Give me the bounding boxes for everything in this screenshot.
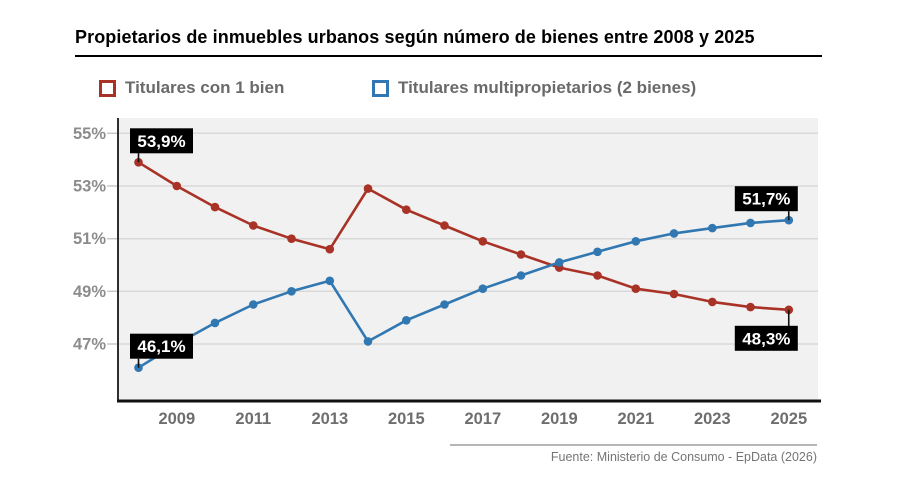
data-point bbox=[631, 284, 641, 294]
legend-label-1-bien: Titulares con 1 bien bbox=[125, 78, 285, 97]
x-tick-label: 2011 bbox=[235, 410, 271, 428]
data-label: 46,1% bbox=[137, 337, 185, 356]
data-point bbox=[555, 258, 564, 267]
data-point bbox=[708, 223, 717, 233]
data-point bbox=[478, 284, 488, 294]
data-point bbox=[363, 184, 373, 193]
data-point bbox=[402, 316, 411, 325]
data-point bbox=[325, 276, 335, 286]
data-label: 53,9% bbox=[137, 132, 185, 151]
data-label-box bbox=[130, 333, 193, 359]
data-label-box bbox=[734, 186, 798, 212]
data-point bbox=[631, 237, 641, 246]
footer-divider bbox=[450, 444, 817, 446]
data-point bbox=[172, 181, 182, 191]
data-point bbox=[593, 247, 602, 257]
data-point bbox=[325, 244, 335, 254]
legend-red-square-icon bbox=[99, 79, 116, 97]
data-point bbox=[516, 250, 526, 259]
data-point bbox=[210, 318, 220, 328]
data-label: 48,3% bbox=[742, 329, 790, 348]
data-point bbox=[287, 287, 296, 296]
y-tick-label: 49% bbox=[73, 283, 106, 301]
data-point bbox=[478, 237, 488, 246]
title-underline bbox=[75, 55, 822, 57]
data-point bbox=[746, 302, 755, 312]
data-point bbox=[516, 271, 526, 280]
legend-blue-square-icon bbox=[372, 79, 389, 97]
data-point bbox=[249, 221, 258, 230]
series-line-multipropietarios bbox=[137, 218, 789, 369]
data-point bbox=[134, 158, 143, 167]
data-point bbox=[746, 218, 755, 228]
legend-label-multipropietarios: Titulares multipropietarios (2 bienes) bbox=[398, 78, 697, 97]
source-caption: Fuente: Ministerio de Consumo - EpData (… bbox=[550, 450, 817, 464]
y-tick-label: 53% bbox=[73, 178, 106, 196]
plot-area bbox=[118, 118, 818, 401]
data-label-box bbox=[130, 128, 193, 154]
data-point bbox=[249, 300, 258, 309]
y-tick-label: 55% bbox=[73, 125, 106, 143]
data-point bbox=[402, 205, 411, 214]
x-tick-label: 2017 bbox=[464, 410, 501, 428]
legend-item-titulares-1-bien[interactable]: Titulares con 1 bien bbox=[99, 78, 284, 98]
x-tick-label: 2009 bbox=[158, 410, 195, 428]
data-point bbox=[669, 229, 679, 238]
data-label: 51,7% bbox=[742, 190, 790, 209]
x-tick-label: 2021 bbox=[617, 410, 654, 428]
data-point bbox=[440, 300, 449, 309]
x-tick-label: 2025 bbox=[770, 410, 807, 428]
x-tick-label: 2023 bbox=[694, 410, 731, 428]
y-tick-label: 51% bbox=[73, 230, 106, 248]
data-point bbox=[210, 202, 220, 212]
data-point bbox=[669, 289, 679, 299]
x-tick-label: 2015 bbox=[388, 410, 425, 428]
legend-item-multipropietarios[interactable]: Titulares multipropietarios (2 bienes) bbox=[372, 78, 696, 98]
data-point bbox=[287, 234, 296, 243]
y-tick-label: 47% bbox=[73, 336, 106, 354]
x-tick-label: 2013 bbox=[311, 410, 348, 428]
series-line-1-bien bbox=[137, 161, 789, 312]
data-point bbox=[363, 337, 373, 346]
data-point bbox=[708, 297, 717, 307]
data-point bbox=[593, 271, 602, 280]
chart-title: Propietarios de inmuebles urbanos según … bbox=[75, 27, 755, 47]
data-label-box bbox=[734, 325, 798, 351]
x-tick-label: 2019 bbox=[541, 410, 578, 428]
data-point bbox=[440, 221, 449, 230]
